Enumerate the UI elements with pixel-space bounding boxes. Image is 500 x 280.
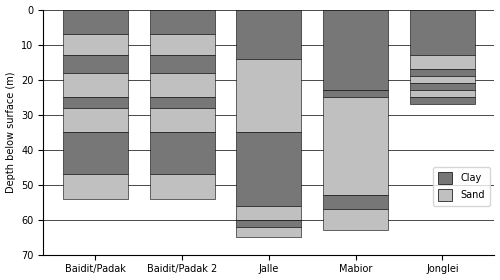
Bar <box>150 174 214 199</box>
Bar <box>410 97 475 104</box>
Bar <box>323 10 388 90</box>
Bar <box>150 97 214 108</box>
Bar <box>410 69 475 76</box>
Bar <box>323 209 388 230</box>
Bar <box>62 174 128 199</box>
Bar <box>62 10 128 34</box>
Bar <box>150 34 214 55</box>
Bar <box>62 132 128 174</box>
Bar <box>323 90 388 97</box>
Bar <box>150 108 214 132</box>
Bar <box>236 132 302 206</box>
Bar <box>150 132 214 174</box>
Bar <box>236 227 302 237</box>
Bar <box>62 55 128 73</box>
Bar <box>150 10 214 34</box>
Legend: Clay, Sand: Clay, Sand <box>433 167 490 206</box>
Bar <box>62 34 128 55</box>
Bar <box>410 90 475 97</box>
Bar <box>236 10 302 59</box>
Bar <box>236 220 302 227</box>
Bar <box>410 83 475 90</box>
Bar <box>62 97 128 108</box>
Bar <box>323 195 388 209</box>
Bar <box>410 76 475 83</box>
Bar <box>410 10 475 55</box>
Bar <box>150 73 214 97</box>
Bar <box>410 55 475 69</box>
Bar <box>150 55 214 73</box>
Bar <box>236 206 302 220</box>
Bar <box>62 108 128 132</box>
Bar <box>236 59 302 132</box>
Y-axis label: Depth below surface (m): Depth below surface (m) <box>6 71 16 193</box>
Bar <box>62 73 128 97</box>
Bar <box>323 97 388 195</box>
